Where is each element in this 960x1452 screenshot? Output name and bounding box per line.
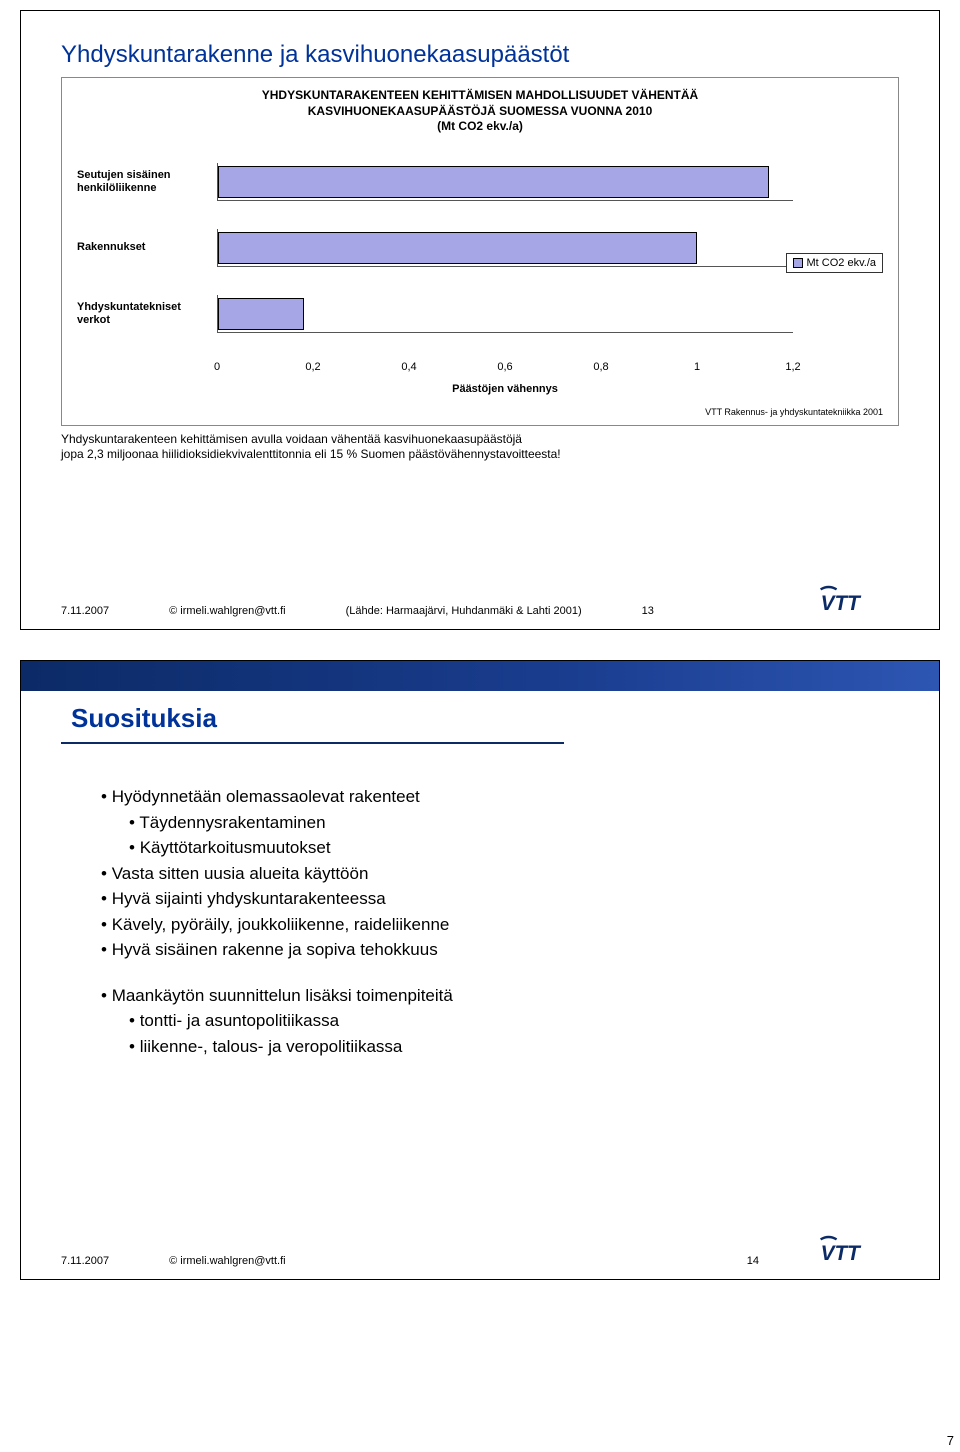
vtt-logo-icon: VTT	[819, 1231, 899, 1267]
svg-text:VTT: VTT	[821, 592, 863, 615]
chart-source: VTT Rakennus- ja yhdyskuntatekniikka 200…	[705, 407, 883, 417]
slide1-title: Yhdyskuntarakenne ja kasvihuonekaasupääs…	[61, 41, 899, 69]
footer-date: 7.11.2007	[61, 1255, 109, 1267]
list-item: Hyödynnetään olemassaolevat rakenteetTäy…	[101, 784, 899, 861]
bar-fill	[218, 298, 304, 330]
x-tick: 0,2	[305, 361, 320, 373]
x-tick: 0,6	[497, 361, 512, 373]
accent-line	[61, 742, 564, 744]
list-item: Maankäytön suunnittelun lisäksi toimenpi…	[101, 983, 899, 1060]
list-item: Vasta sitten uusia alueita käyttöön	[101, 861, 899, 887]
x-tick: 0,4	[401, 361, 416, 373]
bar-label: Seutujen sisäinen henkilöliikenne	[77, 169, 217, 195]
list-item: tontti- ja asuntopolitiikassa	[129, 1008, 899, 1034]
bar-fill	[218, 232, 697, 264]
bar-row: Seutujen sisäinen henkilöliikenne	[77, 163, 883, 201]
list-item: Kävely, pyöräily, joukkoliikenne, raidel…	[101, 912, 899, 938]
bar-track	[217, 229, 793, 267]
x-tick: 0	[214, 361, 220, 373]
bars-container: Seutujen sisäinen henkilöliikenne Rakennu…	[77, 163, 883, 333]
chart-legend: Mt CO2 ekv./a	[786, 253, 883, 273]
footer-page: 13	[642, 605, 654, 617]
list-item: liikenne-, talous- ja veropolitiikassa	[129, 1034, 899, 1060]
bullet-block: Hyödynnetään olemassaolevat rakenteetTäy…	[101, 784, 899, 1059]
chart-header-l2: KASVIHUONEKAASUPÄÄSTÖJÄ SUOMESSA VUONNA …	[77, 104, 883, 120]
slide1-footer: 7.11.2007 © irmeli.wahlgren@vtt.fi (Lähd…	[61, 581, 899, 617]
bar-row: Rakennukset	[77, 229, 883, 267]
list-item: Käyttötarkoitusmuutokset	[129, 835, 899, 861]
svg-text:VTT: VTT	[821, 1242, 863, 1265]
footnote-l1: Yhdyskuntarakenteen kehittämisen avulla …	[61, 432, 899, 448]
footer-email: © irmeli.wahlgren@vtt.fi	[169, 1255, 285, 1267]
footer-email: © irmeli.wahlgren@vtt.fi	[169, 605, 285, 617]
chart-footnote: Yhdyskuntarakenteen kehittämisen avulla …	[61, 432, 899, 463]
footer-source: (Lähde: Harmaajärvi, Huhdanmäki & Lahti …	[346, 605, 582, 617]
list-item: Täydennysrakentaminen	[129, 810, 899, 836]
x-axis: 00,20,40,60,811,2	[217, 361, 793, 379]
slide-2: Suosituksia Hyödynnetään olemassaolevat …	[20, 660, 940, 1280]
footer-page: 14	[747, 1255, 759, 1267]
chart-header-l1: YHDYSKUNTARAKENTEEN KEHITTÄMISEN MAHDOLL…	[77, 88, 883, 104]
slide-1: Yhdyskuntarakenne ja kasvihuonekaasupääs…	[20, 10, 940, 630]
bar-track	[217, 295, 793, 333]
list-item: Hyvä sijainti yhdyskuntarakenteessa	[101, 886, 899, 912]
slide2-topbar	[21, 661, 939, 691]
page-number: 7	[947, 1433, 954, 1448]
slide2-footer: 7.11.2007 © irmeli.wahlgren@vtt.fi 14 VT…	[61, 1231, 899, 1267]
bar-label: Yhdyskuntatekniset verkot	[77, 301, 217, 327]
chart-header-l3: (Mt CO2 ekv./a)	[77, 119, 883, 135]
x-tick: 1	[694, 361, 700, 373]
bar-chart: YHDYSKUNTARAKENTEEN KEHITTÄMISEN MAHDOLL…	[61, 77, 899, 426]
bar-track	[217, 163, 793, 201]
bar-label: Rakennukset	[77, 241, 217, 254]
slide2-title: Suosituksia	[71, 703, 899, 734]
legend-swatch	[793, 258, 803, 268]
footnote-l2: jopa 2,3 miljoonaa hiilidioksidiekvivale…	[61, 447, 899, 463]
footer-date: 7.11.2007	[61, 605, 109, 617]
x-axis-label: Päästöjen vähennys	[217, 383, 793, 395]
chart-header: YHDYSKUNTARAKENTEEN KEHITTÄMISEN MAHDOLL…	[77, 88, 883, 135]
legend-label: Mt CO2 ekv./a	[807, 257, 876, 269]
list-item: Hyvä sisäinen rakenne ja sopiva tehokkuu…	[101, 937, 899, 963]
bar-fill	[218, 166, 769, 198]
x-tick: 0,8	[593, 361, 608, 373]
vtt-logo-icon: VTT	[819, 581, 899, 617]
bar-row: Yhdyskuntatekniset verkot	[77, 295, 883, 333]
x-tick: 1,2	[785, 361, 800, 373]
